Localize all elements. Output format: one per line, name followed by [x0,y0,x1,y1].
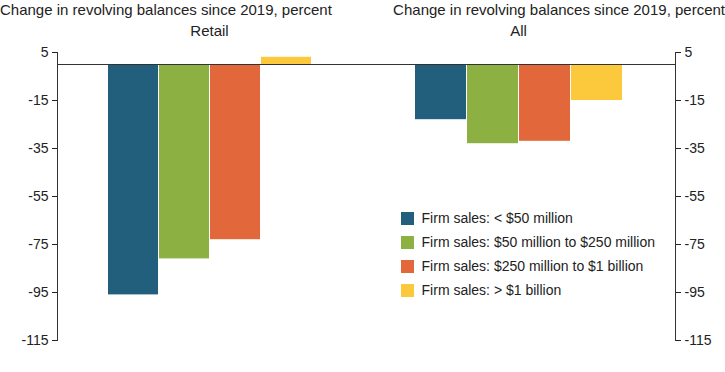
html-text:Change in revolving balances s: Change in revolving balances since 2019,… [0,1,332,18]
svg-text:5: 5 [685,44,693,60]
html-text:Firm sales: $250 million to $1: Firm sales: $250 million to $1 billion [421,258,644,274]
svg-text:-75: -75 [685,236,705,252]
html-text:All: All [510,22,527,39]
html-text:Firm sales: < $50 million: Firm sales: < $50 million [421,210,573,226]
svg-text:-55: -55 [28,188,48,204]
svg-text:-15: -15 [685,92,705,108]
svg-text:-35: -35 [28,140,48,156]
html-text:Retail: Retail [190,22,229,39]
svg-text:-115: -115 [22,332,49,348]
svg-text:-15: -15 [28,92,48,108]
svg-text:-35: -35 [685,140,705,156]
svg-text:-115: -115 [685,332,712,348]
svg-text:-75: -75 [28,236,48,252]
html-text:Change in revolving balances s: Change in revolving balances since 2019,… [393,1,725,18]
html-text:Firm sales: $50 million to $25: Firm sales: $50 million to $250 million [421,234,655,250]
svg-text:-95: -95 [685,284,705,300]
svg-text:-55: -55 [685,188,705,204]
html-text:Firm sales: > $1 billion: Firm sales: > $1 billion [421,282,562,298]
svg-text:-95: -95 [28,284,48,300]
svg-text:5: 5 [41,44,49,60]
